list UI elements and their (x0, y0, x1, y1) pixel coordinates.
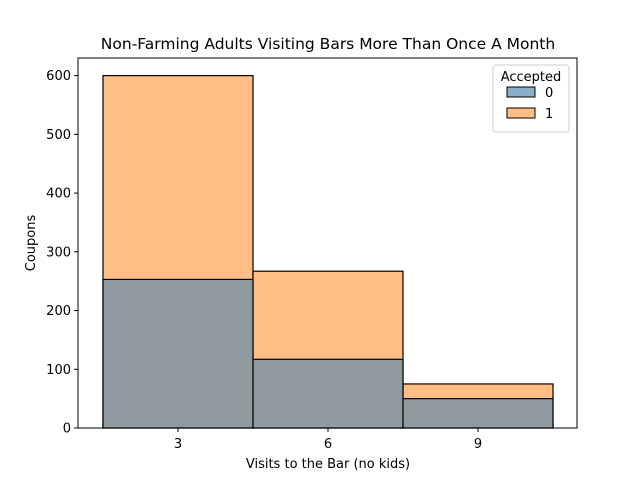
y-tick-label-200: 200 (46, 304, 71, 319)
y-tick-label-100: 100 (46, 363, 71, 378)
x-tick-label-9: 9 (474, 437, 482, 452)
y-tick-label-300: 300 (46, 245, 71, 260)
y-axis-label: Coupons (24, 215, 39, 272)
bar-0-6 (252, 358, 404, 429)
y-tick-label-400: 400 (46, 187, 71, 202)
y-tick-label-0: 0 (63, 422, 71, 437)
y-tick-label-500: 500 (46, 128, 71, 143)
legend-swatch-0 (506, 86, 536, 98)
bar-0-9 (402, 398, 554, 429)
legend-label-0: 0 (545, 86, 553, 101)
legend-title: Accepted (501, 70, 562, 85)
x-axis-label: Visits to the Bar (no kids) (246, 457, 410, 472)
legend-swatch-1 (506, 107, 536, 119)
y-tick-label-600: 600 (46, 69, 71, 84)
x-tick-label-6: 6 (324, 437, 332, 452)
chart-title: Non-Farming Adults Visiting Bars More Th… (101, 35, 555, 53)
legend: Accepted 0 1 (492, 64, 570, 133)
legend-label-1: 1 (545, 107, 553, 122)
bar-0-3 (102, 278, 254, 429)
plot-area: 0 100 200 300 400 500 600 3 6 9 (46, 57, 578, 452)
x-tick-label-3: 3 (174, 437, 182, 452)
